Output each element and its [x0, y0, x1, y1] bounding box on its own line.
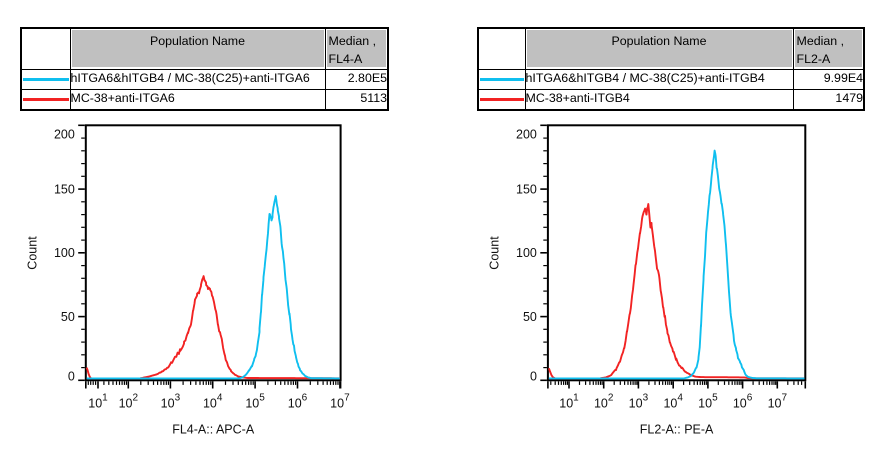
svg-text:102: 102: [594, 393, 614, 411]
svg-text:100: 100: [516, 246, 537, 260]
svg-text:106: 106: [288, 393, 308, 411]
svg-text:50: 50: [61, 310, 75, 324]
svg-text:FL2-A:: PE-A: FL2-A:: PE-A: [640, 423, 714, 437]
svg-text:105: 105: [698, 393, 718, 411]
svg-text:200: 200: [54, 128, 75, 142]
svg-text:Count: Count: [25, 236, 39, 270]
svg-text:100: 100: [54, 246, 75, 260]
svg-text:150: 150: [54, 182, 75, 196]
svg-text:150: 150: [516, 182, 537, 196]
svg-text:FL4-A:: APC-A: FL4-A:: APC-A: [172, 423, 255, 437]
svg-text:103: 103: [161, 393, 181, 411]
svg-text:101: 101: [88, 393, 108, 411]
svg-text:104: 104: [203, 393, 223, 411]
svg-text:101: 101: [559, 393, 579, 411]
svg-text:105: 105: [245, 393, 265, 411]
svg-text:0: 0: [68, 369, 75, 383]
svg-text:107: 107: [768, 393, 788, 411]
svg-text:106: 106: [733, 393, 753, 411]
svg-text:200: 200: [516, 128, 537, 142]
svg-text:104: 104: [663, 393, 683, 411]
svg-text:102: 102: [119, 393, 139, 411]
svg-text:0: 0: [530, 369, 537, 383]
svg-text:107: 107: [330, 393, 350, 411]
svg-text:103: 103: [629, 393, 649, 411]
svg-text:50: 50: [523, 310, 537, 324]
svg-text:Count: Count: [487, 236, 501, 270]
